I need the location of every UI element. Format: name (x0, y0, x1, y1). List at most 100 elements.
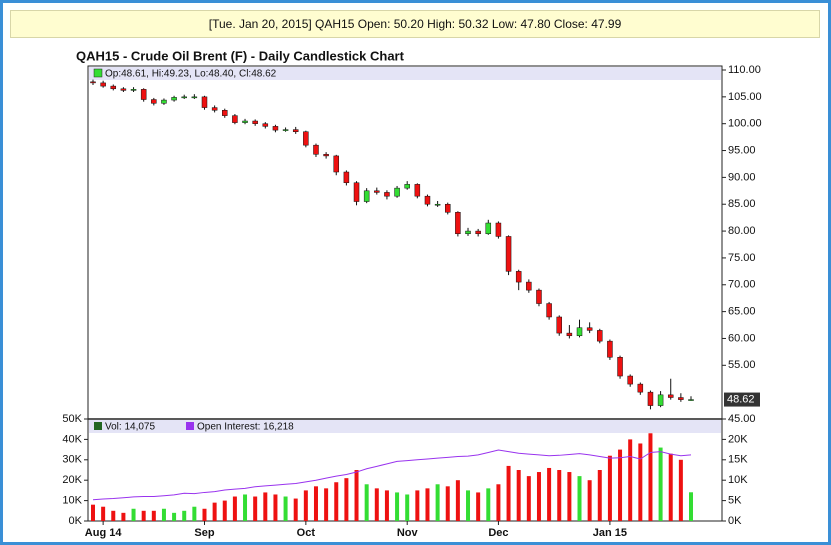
y-tick-label: 90.00 (728, 171, 756, 183)
candle-body (546, 303, 552, 318)
volume-bar (547, 467, 552, 521)
y-tick-label: 105.00 (728, 91, 762, 103)
candle-body (566, 332, 573, 337)
volume-bar (526, 476, 531, 521)
volume-bar (557, 470, 562, 521)
candle-body (586, 327, 593, 331)
candle-body (597, 330, 603, 342)
last-price: 48.62 (727, 393, 755, 405)
volume-bar (536, 472, 541, 521)
volume-bar (222, 500, 227, 521)
volume-bar (161, 508, 166, 521)
y-tick-label: 75.00 (728, 252, 756, 264)
ohlc-swatch (93, 68, 103, 78)
volume-bar (364, 484, 369, 521)
y-tick-label: 110.00 (728, 64, 761, 76)
candle-body (201, 96, 208, 108)
volume-bar (466, 490, 471, 521)
volume-bar (648, 433, 653, 521)
candle-body (191, 96, 198, 99)
candle-body (363, 190, 370, 202)
volume-bar (334, 482, 339, 521)
volume-bar (243, 494, 248, 521)
chart-title: QAH15 - Crude Oil Brent (F) - Daily Cand… (76, 48, 405, 63)
volume-bar (425, 488, 430, 521)
volume-bar (303, 490, 308, 521)
oi-tick-label: 0K (728, 515, 742, 527)
volume-bar (374, 488, 379, 521)
volume-bar (395, 492, 400, 521)
volume-bar (273, 494, 278, 521)
y-tick-label: 80.00 (728, 225, 756, 237)
candle-body (465, 230, 471, 235)
volume-tick-label: 40K (62, 433, 82, 445)
volume-bar (567, 472, 572, 521)
volume-bar (91, 504, 95, 521)
candle-body (313, 144, 319, 155)
candle-body (455, 212, 461, 235)
oi-legend: Open Interest: 16,218 (197, 422, 294, 433)
candle-body (292, 129, 299, 132)
volume-bar (486, 488, 491, 521)
volume-bar (678, 459, 683, 521)
volume-bar (618, 449, 623, 521)
volume-bar (313, 486, 318, 521)
volume-bar (212, 502, 217, 521)
candle-body (272, 126, 279, 131)
candle-body (627, 375, 633, 385)
volume-legend: Vol: 14,075 (105, 422, 155, 433)
volume-bar (476, 492, 481, 521)
x-tick-label: Sep (194, 527, 214, 539)
volume-bar (638, 443, 643, 521)
candle-body (374, 190, 380, 193)
volume-bar (111, 510, 116, 521)
candle-body (495, 222, 502, 237)
candle-body (515, 271, 522, 283)
candle-body (353, 182, 360, 202)
volume-bar (354, 470, 359, 521)
y-tick-label: 65.00 (728, 306, 756, 318)
candle-body (475, 230, 481, 235)
x-tick-label: Dec (488, 527, 508, 539)
volume-bar (628, 439, 633, 521)
candle-body (222, 110, 228, 116)
candle-body (232, 115, 238, 123)
candle-body (576, 327, 583, 337)
candle-body (667, 394, 674, 398)
volume-bar (344, 478, 349, 521)
candle-body (404, 184, 410, 189)
candle-body (262, 123, 269, 127)
candle-body (688, 399, 694, 401)
candle-body (384, 192, 390, 197)
oi-tick-label: 15K (728, 454, 748, 466)
plot-frame (87, 65, 723, 522)
candle-body (394, 187, 400, 197)
volume-bar (658, 447, 663, 521)
y-tick-label: 95.00 (728, 144, 756, 156)
x-tick-label: Jan 15 (593, 527, 627, 539)
y-tick-label: 45.00 (728, 413, 756, 425)
volume-bar (232, 496, 237, 521)
volume-tick-label: 0K (69, 515, 83, 527)
volume-bar (607, 455, 612, 521)
volume-bar (293, 498, 298, 521)
candle-body (607, 340, 613, 358)
candle-body (343, 171, 350, 184)
y-tick-label: 55.00 (728, 359, 756, 371)
volume-bar (496, 484, 501, 521)
candle-body (140, 89, 147, 100)
candle-body (130, 89, 137, 91)
volume-bar (405, 494, 410, 521)
candle-body (424, 195, 431, 205)
volume-bar (445, 486, 450, 521)
volume-bar (141, 510, 146, 521)
volume-bar (597, 470, 602, 521)
last-price-box (724, 392, 760, 407)
candle-body (556, 316, 562, 334)
candle-body (505, 236, 512, 272)
oi-tick-label: 10K (728, 474, 748, 486)
volume-bar (689, 492, 693, 521)
volume-bar (202, 508, 207, 521)
volume-bar (101, 506, 106, 521)
